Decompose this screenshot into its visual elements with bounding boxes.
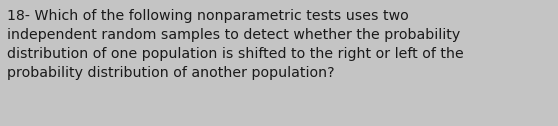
Text: 18- Which of the following nonparametric tests uses two
independent random sampl: 18- Which of the following nonparametric…: [7, 9, 464, 80]
